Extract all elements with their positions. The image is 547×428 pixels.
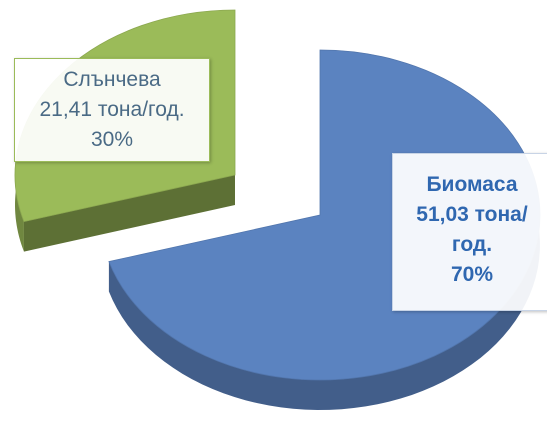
category-label: Слънчева [63,68,161,91]
data-label: Слънчева 21,41 тона/год. 30% [14,58,210,162]
percent-label: 70% [450,263,494,286]
slice-cut-face [23,175,236,252]
data-label: Биомаса 51,03 тона/год. 70% [392,153,547,311]
value-label: 21,41 тона/год. [39,98,185,121]
value-label: 51,03 тона/год. [416,203,528,256]
category-label: Биомаса [426,173,518,196]
percent-label: 30% [90,128,134,151]
